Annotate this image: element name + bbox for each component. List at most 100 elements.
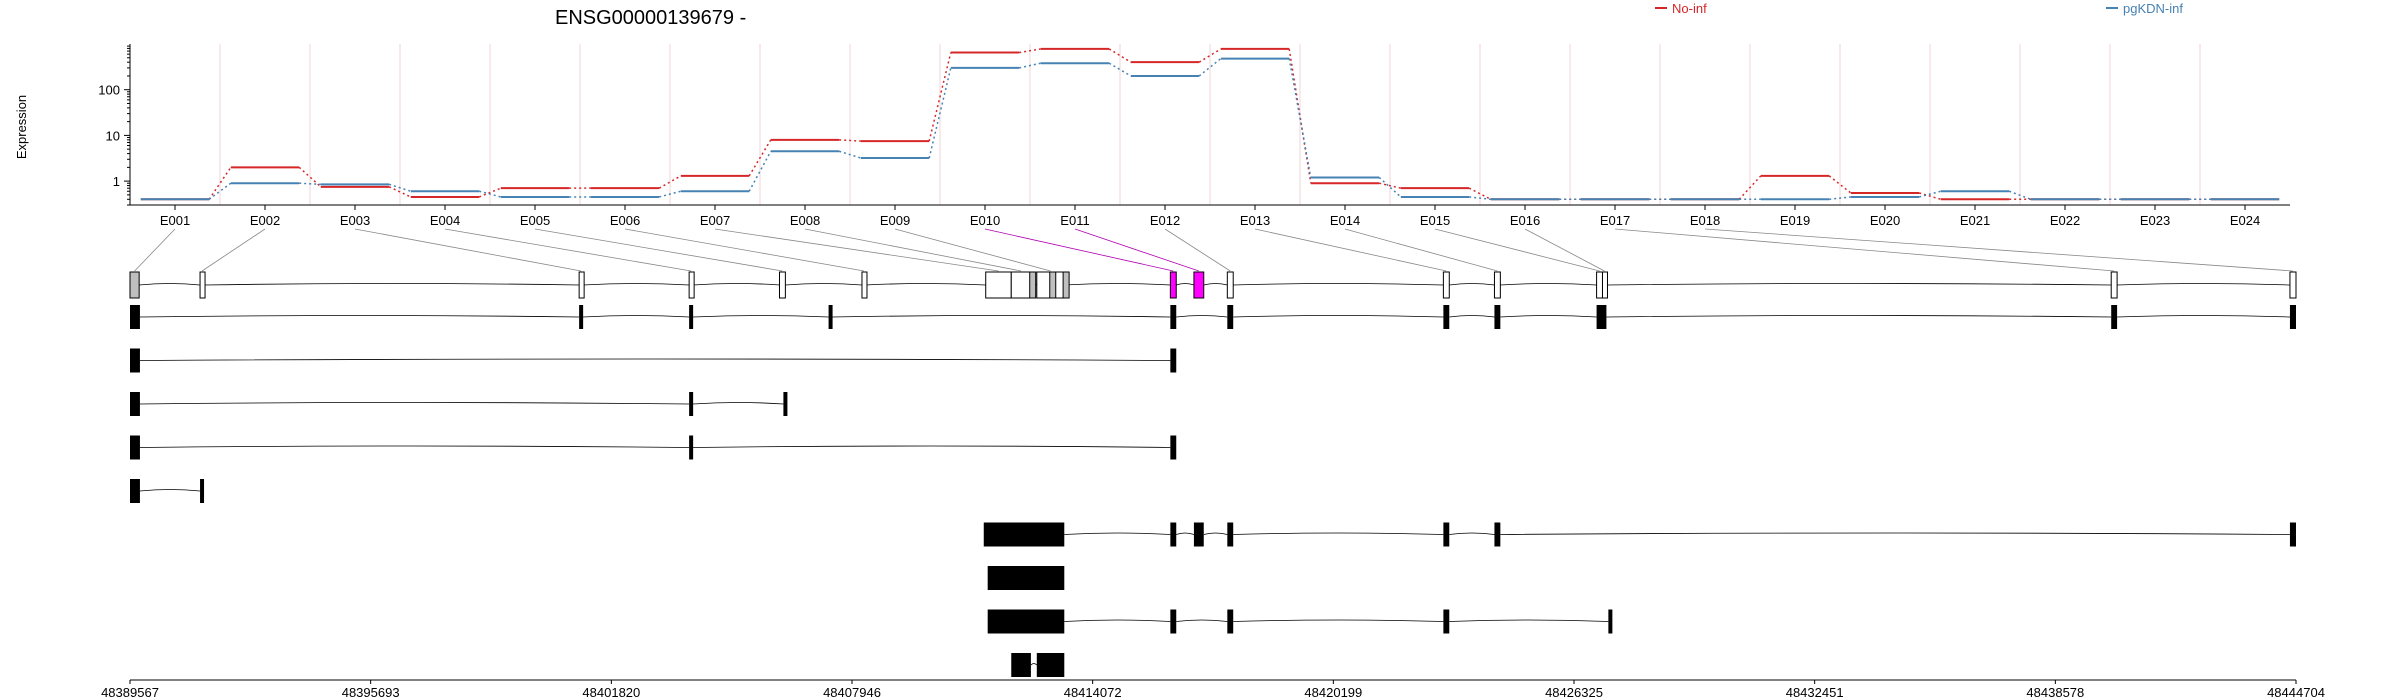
series-connector <box>388 183 412 192</box>
series-connector <box>1738 175 1762 200</box>
exon-connector <box>1614 228 2115 272</box>
transcript-intron <box>1500 532 2290 535</box>
exon-connector <box>534 228 783 272</box>
exon-box-e007 <box>985 271 1012 299</box>
x-tick-label-e022: E022 <box>2050 213 2080 228</box>
transcript-exon <box>689 305 694 329</box>
series-connector <box>1019 62 1041 69</box>
transcript-exon <box>1170 522 1177 547</box>
exon-box-e011 <box>1193 271 1205 299</box>
exon-box-split <box>1049 271 1057 299</box>
genomic-tick-label: 48432451 <box>1786 685 1844 700</box>
exon-connector <box>804 228 1022 272</box>
exon-connector <box>1164 228 1231 272</box>
x-tick-label-e021: E021 <box>1960 213 1990 228</box>
transcript-intron <box>693 315 829 318</box>
transcript-intron <box>1500 315 1597 318</box>
transcript-exon <box>1227 609 1234 634</box>
exon-connector <box>444 228 692 272</box>
transcript-intron <box>1203 532 1228 535</box>
genomic-tick-label: 48401820 <box>582 685 640 700</box>
x-tick-label-e015: E015 <box>1420 213 1450 228</box>
exon-box-split <box>1029 271 1037 299</box>
genomic-tick-label: 48426325 <box>1545 685 1603 700</box>
exon-box-e006 <box>861 271 868 299</box>
genomic-tick-label: 48407946 <box>823 685 881 700</box>
transcript-exon <box>2289 305 2296 329</box>
series-connector <box>1468 187 1492 200</box>
x-tick-label-e018: E018 <box>1690 213 1720 228</box>
x-tick-label-e014: E014 <box>1330 213 1360 228</box>
transcript-exon <box>1443 609 1450 634</box>
exon-box-e004 <box>688 271 695 299</box>
transcript-intron <box>1606 315 2112 318</box>
transcript-exon <box>1011 653 1031 677</box>
series-connector <box>478 187 502 198</box>
transcript-intron <box>139 402 690 405</box>
transcript-intron <box>1233 532 1444 535</box>
intron <box>1449 283 1495 286</box>
intron <box>583 283 690 286</box>
transcript-exon <box>1608 609 1613 634</box>
transcript-intron <box>1233 619 1444 622</box>
transcript-exon <box>783 392 788 416</box>
transcript-exon <box>130 392 140 416</box>
intron <box>1176 283 1195 286</box>
series-connector <box>839 139 861 142</box>
transcript-intron <box>139 445 690 448</box>
series-connector <box>659 190 681 198</box>
y-axis-label: Expression <box>14 95 29 159</box>
intron <box>139 283 201 286</box>
genomic-tick-label: 48444704 <box>2267 685 2325 700</box>
transcript-exon <box>983 522 1065 547</box>
series-connector <box>1108 62 1132 77</box>
transcript-1 <box>130 305 2296 329</box>
x-tick-label-e024: E024 <box>2230 213 2260 228</box>
transcript-intron <box>1064 619 1171 622</box>
transcript-intron <box>1064 532 1171 535</box>
transcript-exon <box>1443 522 1450 547</box>
transcript-intron <box>139 315 580 318</box>
x-tick-label-e008: E008 <box>790 213 820 228</box>
transcript-intron <box>1176 619 1228 622</box>
transcript-intron <box>693 445 1171 448</box>
exon-connector <box>1254 228 1447 272</box>
x-tick-label-e003: E003 <box>340 213 370 228</box>
transcript-exon <box>1494 305 1501 329</box>
x-tick-label-e016: E016 <box>1510 213 1540 228</box>
transcript-9 <box>1011 653 1065 677</box>
transcript-intron <box>1449 315 1495 318</box>
transcript-7 <box>987 566 1065 590</box>
series-connector <box>479 190 501 198</box>
x-tick-label-e002: E002 <box>250 213 280 228</box>
x-tick-label-e005: E005 <box>520 213 550 228</box>
transcript-intron <box>2117 315 2290 318</box>
series-connector <box>1019 48 1041 54</box>
transcript-4 <box>130 435 1177 460</box>
exon-box-e003 <box>578 271 585 299</box>
transcript-exon <box>1227 305 1234 329</box>
transcript-5 <box>130 479 205 503</box>
y-tick-label: 100 <box>98 83 120 98</box>
intron <box>1500 283 1597 286</box>
series-connector <box>1469 196 1491 201</box>
exon-connector <box>714 228 999 272</box>
exon-box-split <box>1062 271 1070 299</box>
exon-connector <box>894 228 1051 272</box>
transcript-intron <box>583 315 690 318</box>
x-tick-label-e012: E012 <box>1150 213 1180 228</box>
exon-box-e017 <box>2110 271 2118 299</box>
intron <box>1064 283 1171 286</box>
x-tick-label-e009: E009 <box>880 213 910 228</box>
transcript-intron <box>1449 619 1609 622</box>
x-tick-label-e017: E017 <box>1600 213 1630 228</box>
series-connector <box>1198 48 1222 63</box>
exon-box-e002 <box>199 271 206 299</box>
transcript-exon <box>1170 609 1177 634</box>
plot-area: 1 10 100 E001 E002 E003 E004 E005 E006 E007 E008 E0… <box>98 7 2325 700</box>
transcript-exon <box>2111 305 2118 329</box>
x-tick-label-e010: E010 <box>970 213 1000 228</box>
transcript-intron <box>1233 315 1444 318</box>
legend-label-pgkdn-inf: pgKDN-inf <box>2123 1 2183 16</box>
transcript-exon <box>1494 522 1501 547</box>
